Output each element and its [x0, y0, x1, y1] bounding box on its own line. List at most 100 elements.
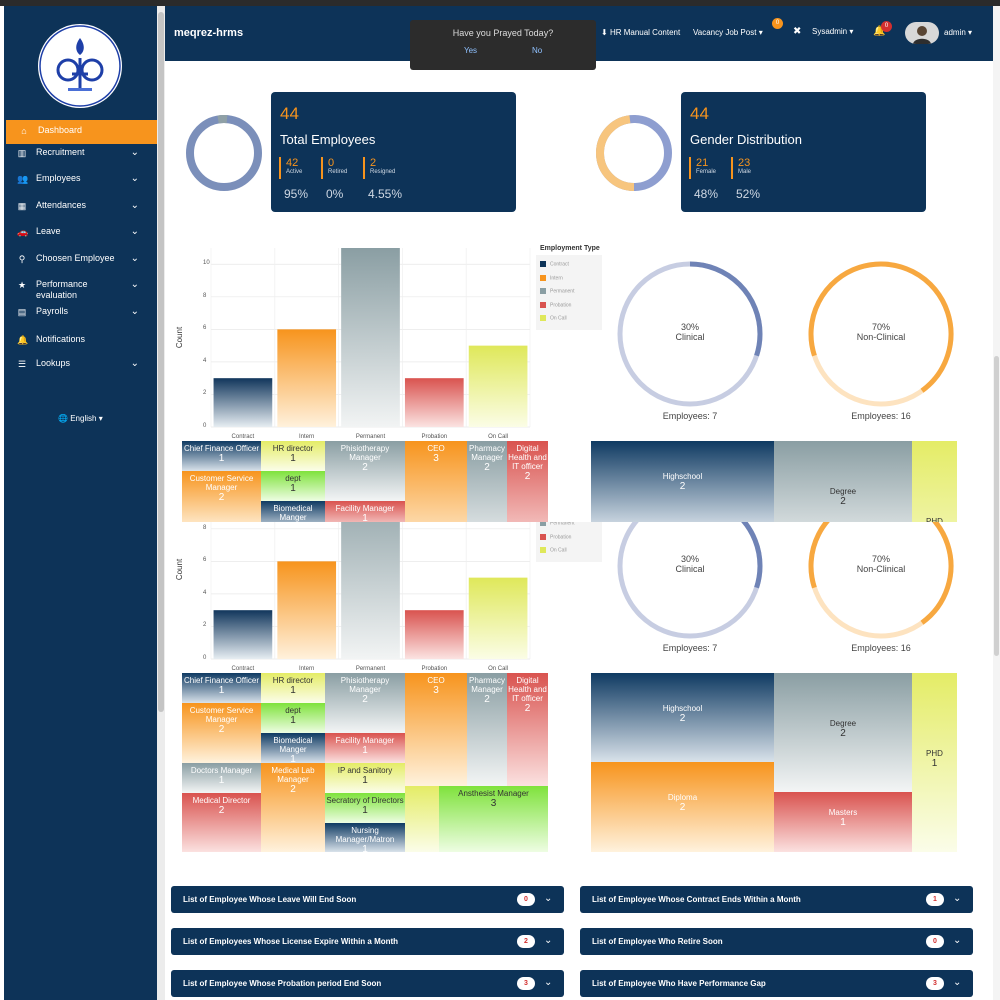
chevron-down-icon[interactable]: ⌄ [544, 893, 553, 904]
scrollbar-thumb[interactable] [994, 356, 999, 656]
sidebar-item-choosen-employee[interactable]: ⚲ Choosen Employee ⌄ [4, 248, 157, 272]
sidebar-item-performance-evaluation[interactable]: ★ Performance evaluation ⌄ [4, 274, 157, 300]
treemap-cell-job[interactable]: Pharmacy Manager 2 [467, 673, 507, 786]
bar-permanent[interactable] [341, 248, 400, 427]
bar-contract[interactable] [213, 610, 273, 659]
hr-manual-link[interactable]: ⬇ HR Manual Content [601, 28, 680, 37]
payroll-icon: ▤ [17, 307, 27, 317]
expandable-list-panel[interactable]: List of Employee Whose Contract Ends Wit… [580, 886, 973, 913]
tools-icon[interactable]: ✖ [793, 26, 802, 37]
sidebar: ⌂ Dashboard ▥ Recruitment ⌄ 👥 Employees ⌄ ▦ Atten… [4, 6, 157, 1000]
treemap-cell-name: Medical Director [192, 796, 251, 805]
chevron-down-icon[interactable]: ⌄ [544, 935, 553, 946]
treemap-cell-job[interactable]: Customer Service Manager 2 [182, 471, 261, 522]
user-dropdown[interactable]: admin ▾ [944, 28, 972, 37]
bar-contract[interactable] [213, 378, 273, 427]
donut-slice[interactable] [806, 259, 956, 409]
donut-slice[interactable] [617, 522, 763, 639]
treemap-cell-job[interactable]: Digital Health and IT officer 2 [507, 441, 548, 522]
expandable-list-panel[interactable]: List of Employee Who Have Performance Ga… [580, 970, 973, 997]
stat-percent: 95% [284, 187, 309, 201]
sidebar-item-attendances[interactable]: ▦ Attendances ⌄ [4, 195, 157, 219]
treemap-cell-job[interactable]: dept 1 [261, 703, 325, 733]
legend-item: Permanent [540, 288, 574, 294]
treemap-cell-job[interactable]: Pharmacy Manager 2 [467, 441, 507, 522]
bar-on-call[interactable] [468, 345, 528, 427]
expandable-list-panel[interactable]: List of Employee Whose Leave Will End So… [171, 886, 564, 913]
treemap-cell-job[interactable]: Customer Service Manager 2 [182, 703, 261, 763]
treemap-cell-job[interactable]: Nursing Manager/Matron 1 [325, 823, 405, 852]
expandable-list-panel[interactable]: List of Employee Whose Probation period … [171, 970, 564, 997]
treemap-cell-job[interactable]: dept 1 [261, 471, 325, 501]
treemap-cell-job[interactable]: Phisiotherapy Manager 2 [325, 441, 405, 501]
bar-on-call[interactable] [468, 577, 528, 659]
x-tick-label: On Call [488, 666, 509, 672]
treemap-cell-job[interactable]: IP and Sanitory 1 [325, 763, 405, 793]
bar-probation[interactable] [404, 610, 464, 659]
sidebar-item-leave[interactable]: 🚗 Leave ⌄ [4, 221, 157, 245]
treemap-cell-job[interactable]: Chief Finance Officer 1 [182, 441, 261, 471]
bell-icon[interactable]: 🔔 [873, 26, 886, 37]
total-count: 44 [280, 104, 299, 123]
scrollbar-thumb[interactable] [158, 12, 164, 712]
donut-slice[interactable] [806, 522, 956, 641]
treemap-cell-job[interactable]: Secratory of Directors 1 [325, 793, 405, 823]
sidebar-item-payrolls[interactable]: ▤ Payrolls ⌄ [4, 301, 157, 325]
treemap-cell-name: Pharmacy Manager [468, 444, 505, 462]
treemap-cell-education[interactable]: Masters 1 [774, 792, 912, 852]
sidebar-scrollbar[interactable] [157, 6, 165, 1000]
donut-slice[interactable] [617, 261, 763, 407]
vacancy-dropdown[interactable]: Vacancy Job Post ▾ [693, 28, 763, 37]
treemap-cell-education[interactable]: Degree 2 [774, 673, 912, 792]
sidebar-item-notifications[interactable]: 🔔 Notifications [4, 329, 157, 353]
prayer-yes-button[interactable]: Yes [464, 46, 478, 55]
treemap-cell-job[interactable]: CEO 3 [405, 673, 467, 786]
chevron-down-icon[interactable]: ⌄ [544, 977, 553, 988]
treemap-cell-name: Degree [829, 486, 857, 496]
treemap-cell-name: Masters [828, 808, 858, 817]
avatar[interactable] [905, 22, 939, 44]
treemap-cell-job[interactable]: CEO 3 [405, 441, 467, 522]
treemap-cell-name: Facility Manager [335, 736, 395, 745]
star-icon: ★ [17, 280, 27, 290]
chevron-down-icon[interactable]: ⌄ [953, 893, 962, 904]
treemap-cell-job[interactable]: Digital Health and IT officer 2 [507, 673, 548, 786]
treemap-cell-education[interactable]: Diploma 2 [591, 762, 774, 852]
expandable-list-panel[interactable]: List of Employees Whose License Expire W… [171, 928, 564, 955]
list-count-badge: 1 [926, 893, 944, 906]
chevron-down-icon[interactable]: ⌄ [953, 977, 962, 988]
treemap-cell-education[interactable]: Highschool 2 [591, 441, 774, 522]
bar-intern[interactable] [277, 329, 337, 427]
treemap-cell-job[interactable]: Medical Director 2 [182, 793, 261, 852]
bar-probation[interactable] [404, 378, 464, 427]
chevron-down-icon[interactable]: ⌄ [953, 935, 962, 946]
treemap-cell-job[interactable]: Chief Finance Officer 1 [182, 673, 261, 703]
language-selector[interactable]: 🌐 English ▾ [58, 414, 103, 423]
treemap-cell-education[interactable]: Degree 2 [774, 441, 912, 522]
page-scrollbar[interactable] [993, 6, 1000, 1000]
treemap-cell-job[interactable]: Facility Manager 1 [325, 501, 405, 522]
treemap-cell-job[interactable]: HR director 1 [261, 673, 325, 703]
sidebar-item-dashboard[interactable]: ⌂ Dashboard [6, 120, 157, 144]
stat-value: 0 [328, 157, 335, 169]
expandable-list-panel[interactable]: List of Employee Who Retire Soon 0 ⌄ [580, 928, 973, 955]
treemap-cell-job[interactable]: Ansthesist Manager 3 [439, 786, 548, 852]
sidebar-item-recruitment[interactable]: ▥ Recruitment ⌄ [4, 142, 157, 166]
bar-permanent[interactable] [341, 522, 400, 659]
treemap-cell-job[interactable]: Medical Lab Manager 2 [261, 763, 325, 852]
sidebar-item-lookups[interactable]: ☰ Lookups ⌄ [4, 353, 157, 377]
treemap-cell-job[interactable]: Facility Manager 1 [325, 733, 405, 763]
treemap-cell-job[interactable]: HR director 1 [261, 441, 325, 471]
treemap-cell-education[interactable]: Highschool 2 [591, 673, 774, 762]
sysadmin-dropdown[interactable]: Sysadmin ▾ [812, 27, 853, 36]
vacancy-label: Vacancy Job Post [693, 28, 757, 37]
bar-intern[interactable] [277, 561, 337, 659]
sidebar-item-employees[interactable]: 👥 Employees ⌄ [4, 168, 157, 192]
treemap-cell-job[interactable]: Phisiotherapy Manager 2 [325, 673, 405, 733]
prayer-no-button[interactable]: No [532, 46, 543, 55]
treemap-cell-job[interactable]: Doctors Manager 1 [182, 763, 261, 793]
